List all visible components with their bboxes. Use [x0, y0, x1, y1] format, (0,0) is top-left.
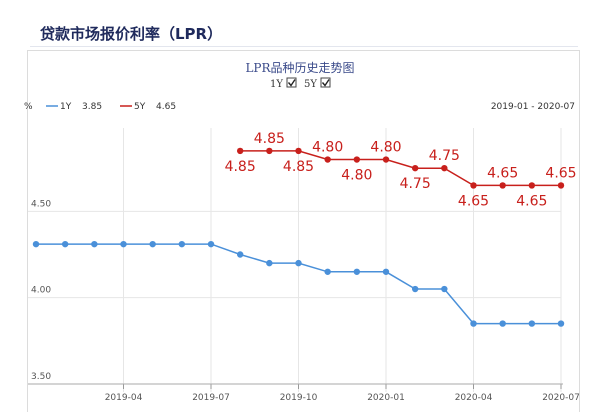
data-label-5y: 4.75: [429, 148, 460, 164]
data-label-5y: 4.80: [370, 140, 401, 156]
x-tick-label: 2020-04: [455, 393, 493, 403]
page-title: 贷款市场报价利率（LPR）: [40, 25, 223, 43]
data-point-1y[interactable]: [295, 259, 302, 267]
data-label-5y: 4.65: [487, 165, 518, 181]
data-label-5y: 4.85: [283, 159, 314, 175]
data-point-1y[interactable]: [382, 268, 390, 275]
toggle-checkbox-1y[interactable]: [286, 77, 297, 88]
x-tick-label: 2020-01: [367, 393, 405, 403]
data-point-1y[interactable]: [411, 285, 419, 293]
data-label-5y: 4.65: [545, 165, 576, 181]
data-point-5y[interactable]: [295, 147, 302, 155]
data-point-5y[interactable]: [528, 182, 536, 189]
x-tick-label: 2019-10: [280, 393, 318, 403]
data-label-5y: 4.85: [254, 131, 285, 147]
data-point-1y[interactable]: [91, 240, 98, 248]
data-label-5y: 4.85: [225, 159, 256, 175]
data-label-5y: 4.65: [516, 193, 547, 209]
data-point-1y[interactable]: [236, 251, 244, 258]
chart-title: LPR品种历史走势图: [245, 61, 354, 75]
toggle-label-1y: 1Y: [270, 79, 283, 90]
data-point-1y[interactable]: [528, 320, 536, 327]
data-point-5y[interactable]: [470, 182, 477, 189]
y-axis-unit-label: %: [24, 102, 33, 112]
data-point-1y[interactable]: [266, 259, 273, 267]
toggle-label-5y: 5Y: [304, 79, 317, 90]
data-point-5y[interactable]: [236, 147, 244, 155]
data-point-5y[interactable]: [382, 156, 390, 163]
data-point-1y[interactable]: [207, 240, 215, 248]
data-label-5y: 4.80: [341, 168, 372, 184]
data-point-5y[interactable]: [353, 156, 361, 163]
data-point-1y[interactable]: [499, 320, 506, 327]
data-point-1y[interactable]: [120, 240, 127, 248]
legend-series-name: 1Y: [60, 102, 72, 112]
data-point-1y[interactable]: [32, 240, 40, 248]
data-point-5y[interactable]: [557, 182, 565, 189]
title-divider: [30, 46, 578, 47]
data-point-1y[interactable]: [324, 268, 331, 275]
legend-series-value: 4.65: [156, 102, 176, 112]
checkmark-icon: [287, 79, 296, 87]
data-point-5y[interactable]: [411, 164, 419, 172]
data-point-1y[interactable]: [178, 240, 186, 248]
data-label-5y: 4.80: [312, 140, 343, 156]
data-point-5y[interactable]: [324, 156, 331, 163]
data-label-5y: 4.75: [400, 176, 431, 192]
data-label-5y: 4.65: [458, 193, 489, 209]
y-tick-label: 3.50: [31, 372, 51, 382]
data-point-1y[interactable]: [470, 320, 477, 327]
data-point-1y[interactable]: [557, 320, 565, 327]
data-point-1y[interactable]: [149, 240, 156, 248]
x-tick-label: 2020-07: [542, 393, 580, 403]
y-tick-label: 4.00: [31, 286, 51, 296]
data-point-5y[interactable]: [499, 182, 506, 189]
x-tick-label: 2019-04: [105, 393, 143, 403]
data-point-1y[interactable]: [61, 240, 69, 248]
chart-frame: [27, 50, 580, 412]
legend-series-value: 3.85: [82, 102, 102, 112]
data-point-5y[interactable]: [266, 147, 273, 155]
checkmark-icon: [321, 79, 330, 87]
legend-series-name: 5Y: [134, 102, 146, 112]
data-point-1y[interactable]: [353, 268, 361, 275]
x-tick-label: 2019-07: [192, 393, 230, 403]
series-line-5y: [240, 150, 561, 187]
data-point-1y[interactable]: [441, 285, 448, 293]
data-point-5y[interactable]: [441, 164, 448, 172]
toggle-checkbox-5y[interactable]: [320, 77, 331, 88]
y-tick-label: 4.50: [31, 199, 51, 209]
date-range-label: 2019-01 - 2020-07: [491, 102, 575, 112]
